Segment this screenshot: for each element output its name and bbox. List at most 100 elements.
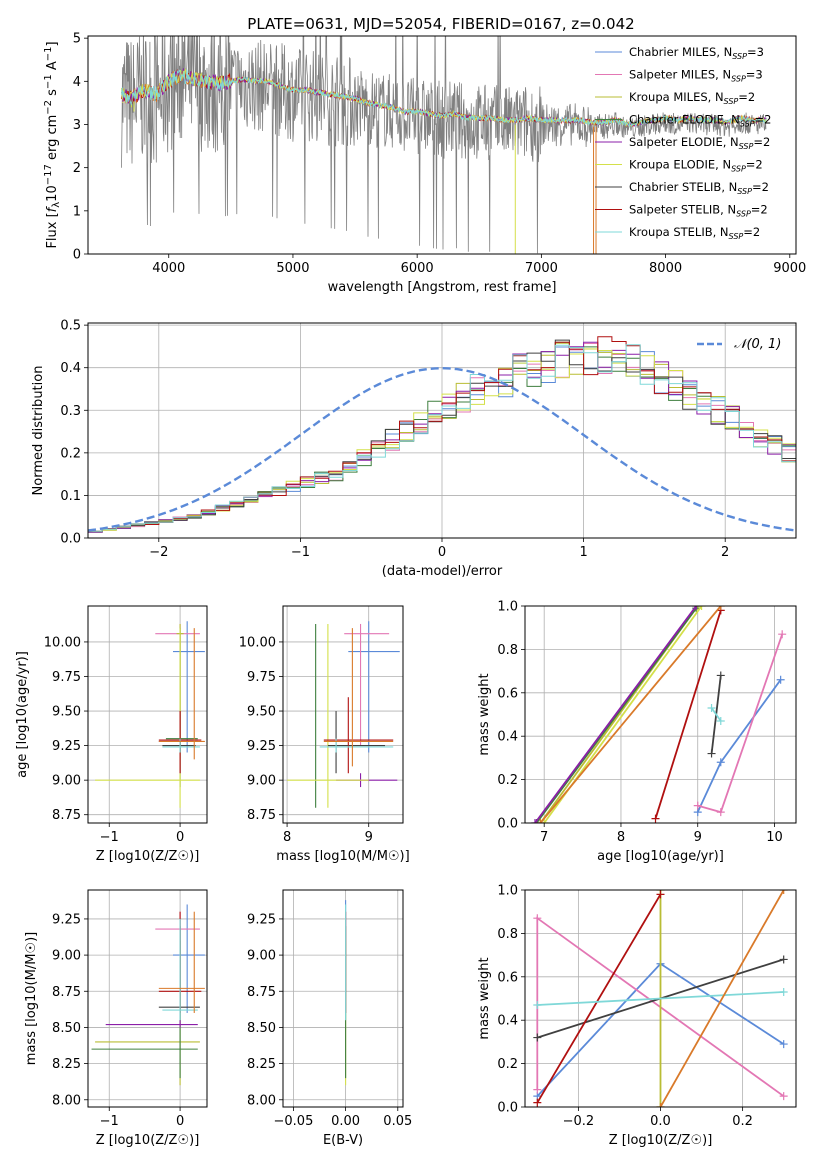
age-vs-mass-axes: 8 9 8.75 9.00 9.25 9.50 9.75 10.00 [239,606,403,845]
weight-line [710,707,722,722]
mass-vs-EBV-ytick-label: 8.50 [247,1021,276,1036]
mass-vs-Z-ytick-label: 8.50 [52,1021,81,1036]
weight-line [535,607,697,823]
weight-marker [778,630,787,639]
spectrum-model-salpeter-stelib [121,69,767,128]
spectrum-axes: 4000 5000 6000 7000 8000 9000 0 1 2 3 4 5 [73,32,807,276]
age-vs-mass-ytick-label: 9.50 [247,705,276,720]
mass-vs-Z-ytick-label: 8.00 [52,1093,81,1108]
weight-vs-age-plot [530,606,787,823]
weight-vs-age-xtick-label: 8 [617,830,625,845]
age-vs-Z-ylabel: age [log10(age/yr)] [15,651,30,778]
legend-entry: Chabrier STELIB, NSSP=2 [629,180,769,196]
legend-entry: Salpeter STELIB, NSSP=2 [629,203,768,219]
weight-marker [779,987,788,996]
weight-marker [533,914,542,923]
weight-marker [533,1001,542,1010]
normal-curve [88,366,796,532]
age-vs-mass-ytick-label: 8.75 [247,808,276,823]
weight-vs-Z-plot [533,890,788,1107]
weight-marker [651,814,660,823]
mass-vs-Z-ytick-label: 9.00 [52,949,81,964]
age-vs-Z-xtick-label: −1 [100,830,119,845]
age-vs-mass-xlabel: mass [log10(M/M☉)] [276,849,409,864]
mass-vs-Z-ylabel: mass [log10(M/M☉)] [24,932,39,1065]
age-vs-mass-ytick-label: 9.25 [247,739,276,754]
residuals-ytick-label: 0.4 [60,361,81,376]
weight-vs-Z-xtick-label: 0.0 [650,1114,671,1129]
weight-vs-Z-ylabel: mass weight [477,957,492,1039]
mass-vs-EBV-xtick-label: 0.05 [383,1114,412,1129]
weight-vs-age-xtick-label: 10 [766,830,783,845]
mass-vs-EBV-ytick-label: 8.25 [247,1057,276,1072]
mass-vs-Z-axes: −1 0 8.00 8.25 8.50 8.75 9.00 9.25 [52,890,207,1129]
mass-vs-Z-xtick-label: −1 [100,1114,119,1129]
weight-vs-Z-xtick-label: 0.2 [732,1114,753,1129]
age-vs-Z-xlabel: Z [log10(Z/Z☉)] [96,849,200,864]
spectrum-plot [121,36,767,254]
age-vs-mass-ytick-label: 9.75 [247,670,276,685]
weight-marker [656,1103,665,1107]
legend-entry: Chabrier MILES, NSSP=3 [629,45,764,61]
histogram-salpeter-miles [88,343,796,533]
mass-vs-EBV-axes: −0.05 0.00 0.05 8.00 8.25 8.50 8.75 9.00 9.25 [247,890,412,1129]
weight-marker [716,606,725,610]
legend-entry: Kroupa STELIB, NSSP=2 [629,225,760,241]
residuals-xtick-label: 2 [721,545,729,560]
weight-vs-Z-ytick-label: 1.0 [497,884,518,899]
weight-line [536,893,662,1104]
weight-vs-age-ytick-label: 0.6 [497,686,518,701]
residuals-ytick-label: 0.5 [60,319,81,334]
weight-vs-Z-ytick-label: 0.8 [497,927,518,942]
histogram-salpeter-stelib [88,336,796,532]
weight-vs-age-xtick-label: 9 [694,830,702,845]
residuals-ytick-label: 0.1 [60,489,81,504]
weight-vs-Z-xlabel: Z [log10(Z/Z☉)] [609,1133,713,1148]
legend-entry: Kroupa MILES, NSSP=2 [629,90,755,106]
weight-vs-Z-axes: −0.2 0.0 0.2 0.0 0.2 0.4 0.6 0.8 1.0 [497,884,796,1129]
mass-vs-Z-ytick-label: 9.25 [52,912,81,927]
legend-entry: Kroupa ELODIE, NSSP=2 [629,158,763,174]
age-vs-Z-plot [95,621,205,808]
weight-marker [779,955,788,964]
mass-vs-Z-ytick-label: 8.25 [52,1057,81,1072]
weight-line [654,610,722,819]
age-vs-mass-plot [287,621,400,808]
weight-marker [707,749,716,758]
weight-marker [779,1092,788,1101]
weight-marker [536,819,545,823]
mass-vs-EBV-ytick-label: 9.00 [247,949,276,964]
weight-vs-age-xlabel: age [log10(age/yr)] [597,849,724,864]
spectrum-data-line [121,36,767,254]
histogram-kroupa-miles [88,342,796,532]
weight-marker [533,1098,542,1107]
weight-marker [716,808,725,817]
age-vs-Z-ytick-label: 8.75 [52,808,81,823]
spectrum-ytick-label: 0 [73,248,81,263]
weight-vs-age-ytick-label: 0.4 [497,730,518,745]
mass-vs-EBV-ytick-label: 9.25 [247,912,276,927]
weight-marker [716,671,725,680]
mass-vs-EBV-frame [282,889,404,1108]
age-vs-Z-ytick-label: 9.25 [52,739,81,754]
weight-vs-Z-ytick-label: 0.0 [497,1101,518,1116]
spectrum-xtick-label: 7000 [525,261,558,276]
weight-marker [716,717,725,726]
histogram-salpeter-elodie [88,341,796,533]
legend-entry: Chabrier ELODIE, NSSP=2 [629,113,771,129]
age-vs-mass-ytick-label: 9.00 [247,774,276,789]
weight-vs-Z-ytick-label: 0.6 [497,970,518,985]
weight-marker [692,606,701,610]
histogram-chabrier-elodie [88,341,796,533]
mass-vs-Z-ytick-label: 8.75 [52,985,81,1000]
weight-marker [776,675,785,684]
weight-vs-Z-ytick-label: 0.2 [497,1057,518,1072]
weight-vs-Z-frame [524,889,797,1108]
weight-vs-age-axes: 7 8 9 10 0.0 0.2 0.4 0.6 0.8 1.0 [497,600,796,845]
spectrum-ytick-label: 4 [73,75,81,90]
weight-line [534,606,697,823]
spectrum-frame [87,35,797,255]
spectrum-xtick-label: 5000 [276,261,309,276]
weight-line [659,890,785,1107]
